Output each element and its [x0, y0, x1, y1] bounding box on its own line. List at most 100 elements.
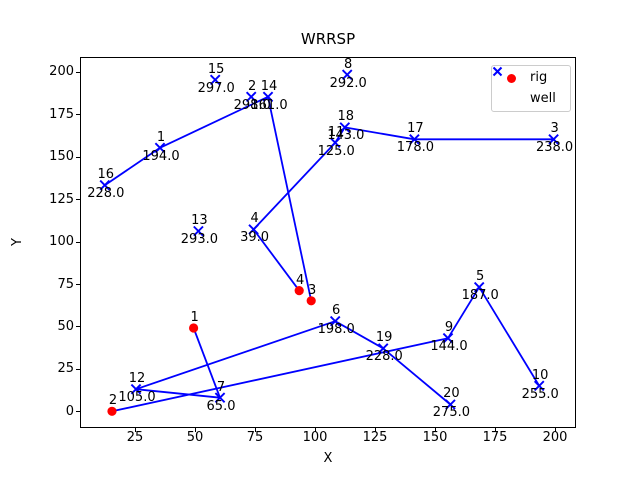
y-axis-label: Y: [9, 238, 25, 246]
route-edge: [334, 320, 384, 350]
route-edge: [192, 327, 221, 399]
x-tick-mark: [254, 428, 256, 432]
x-tick-mark: [554, 428, 556, 432]
well-id-label: 2: [248, 78, 257, 94]
well-value-label: 255.0: [521, 386, 559, 402]
well-value-label: 297.0: [197, 80, 235, 96]
y-tick-label: 25: [57, 361, 74, 377]
x-tick-label: 175: [482, 430, 508, 445]
y-tick-label: 200: [49, 64, 74, 79]
well-id-label: 14: [260, 78, 278, 94]
well-marker: [377, 343, 389, 354]
legend: rig well: [491, 65, 571, 112]
well-id-label: 15: [207, 61, 225, 77]
y-tick-mark: [76, 199, 80, 200]
well-id-label: 10: [531, 367, 549, 383]
x-tick-mark: [314, 428, 316, 432]
x-axis-label: X: [323, 451, 333, 466]
y-tick-mark: [76, 284, 80, 285]
well-id-label: 12: [128, 371, 146, 387]
x-tick-mark: [134, 428, 136, 432]
y-tick-mark: [76, 156, 80, 158]
well-marker: [329, 137, 341, 148]
route-edge: [104, 147, 161, 186]
y-tick-label: 75: [57, 276, 74, 292]
plot-area: 1 194.0 2 298.0 3 238.0 4 39.0 5 187.0 6 198.0 7 65.0…: [80, 57, 576, 428]
y-tick-label: 50: [57, 318, 74, 334]
well-id-label: 8: [344, 56, 353, 72]
y-tick-label: 125: [49, 191, 74, 207]
well-id-label: 11: [327, 124, 345, 140]
well-id-label: 18: [337, 109, 355, 125]
x-tick-label: 50: [186, 430, 204, 445]
well-marker: [193, 225, 204, 237]
x-tick-label: 150: [422, 430, 448, 445]
well-value-label: 105.0: [118, 390, 156, 406]
well-marker: [339, 122, 351, 133]
well-id-label: 17: [407, 121, 424, 137]
y-tick-label: 100: [49, 234, 74, 249]
well-value-label: 144.0: [430, 339, 468, 355]
x-tick-label: 200: [542, 430, 568, 445]
well-marker: [209, 74, 221, 86]
legend-label-well: well: [530, 91, 556, 106]
well-value-label: 187.0: [461, 288, 499, 304]
well-marker: [329, 315, 341, 327]
well-marker: [533, 380, 545, 392]
route-edge: [111, 337, 449, 413]
well-marker: [445, 399, 456, 410]
well-marker: [442, 332, 454, 344]
route-edge: [135, 320, 336, 391]
x-tick-label: 100: [302, 430, 328, 445]
well-id-label: 7: [216, 379, 226, 395]
rig-marker: [306, 296, 316, 306]
well-value-label: 292.0: [329, 75, 367, 91]
x-tick-label: 75: [246, 430, 264, 445]
well-value-label: 65.0: [206, 398, 236, 414]
rig-marker: [189, 323, 199, 333]
route-edge: [159, 95, 269, 149]
well-id-label: 13: [191, 213, 208, 229]
well-value-label: 178.0: [396, 140, 434, 156]
route-edge: [267, 96, 313, 301]
well-marker: [409, 134, 420, 145]
well-value-label: 228.0: [87, 186, 125, 202]
y-tick-label: 175: [49, 106, 74, 122]
well-marker: [473, 281, 485, 293]
well-value-label: 143.0: [327, 128, 365, 144]
rig-id-label: 2: [108, 393, 118, 409]
route-edge: [478, 286, 540, 387]
x-tick-mark: [434, 428, 436, 432]
well-marker: [548, 134, 559, 145]
well-marker: [214, 392, 226, 403]
well-id-label: 9: [444, 320, 454, 336]
y-tick-mark: [76, 114, 80, 115]
legend-item-rig: rig: [492, 69, 570, 88]
well-value-label: 275.0: [432, 405, 470, 421]
well-marker: [341, 69, 353, 80]
x-tick-mark: [194, 428, 196, 432]
well-value-label: 194.0: [142, 148, 180, 164]
x-tick-label: 125: [362, 430, 388, 445]
well-value-label: 198.0: [317, 322, 355, 338]
well-marker: [245, 91, 257, 103]
x-tick-mark: [494, 428, 496, 432]
well-value-label: 298.0: [233, 97, 271, 113]
well-value-label: 39.0: [240, 230, 270, 246]
y-tick-label: 150: [49, 149, 74, 164]
legend-label-rig: rig: [530, 70, 548, 85]
x-tick-label: 25: [126, 430, 144, 445]
rig-marker: [107, 406, 117, 416]
y-tick-mark: [76, 326, 80, 328]
rig-id-label: 3: [308, 282, 317, 298]
y-tick-mark: [76, 411, 80, 413]
route-edge: [382, 347, 451, 406]
y-tick-mark: [76, 71, 80, 73]
well-marker: [99, 179, 111, 191]
legend-item-well: well: [492, 66, 570, 109]
well-marker: [154, 142, 166, 154]
x-tick-mark: [374, 428, 376, 432]
well-marker: [262, 91, 274, 103]
route-edge: [252, 228, 300, 292]
